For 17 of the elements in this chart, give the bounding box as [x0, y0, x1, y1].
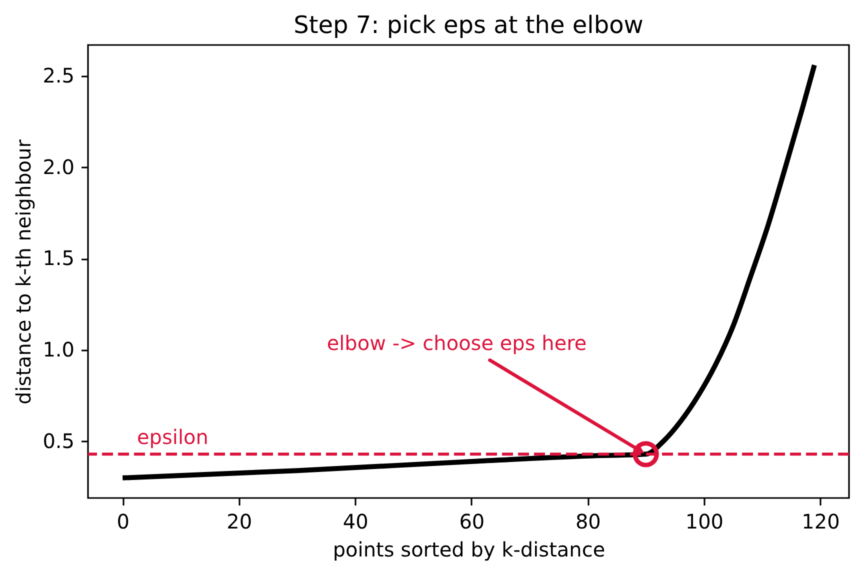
y-axis-title: distance to k-th neighbour [12, 138, 36, 404]
x-tick-label: 20 [226, 510, 252, 534]
annotation: elbow -> choose eps here [326, 331, 587, 356]
x-axis-title: points sorted by k-distance [332, 538, 606, 562]
y-tick-label: 2.5 [42, 64, 74, 88]
y-tick-label: 1.5 [42, 246, 74, 270]
x-tick-label: 0 [116, 510, 130, 534]
x-tick-label: 40 [342, 510, 368, 534]
x-tick-label: 80 [575, 510, 601, 534]
ref-line-label: epsilon [137, 425, 208, 450]
y-tick-label: 2.0 [42, 154, 74, 179]
y-tick-label: 0.5 [42, 428, 74, 453]
y-tick-label: 1.0 [42, 338, 74, 362]
x-tick-label: 120 [802, 510, 840, 534]
chart-title: Step 7: pick eps at the elbow [294, 11, 644, 39]
x-tick-label: 100 [685, 510, 724, 534]
x-tick-label: 60 [459, 510, 485, 534]
